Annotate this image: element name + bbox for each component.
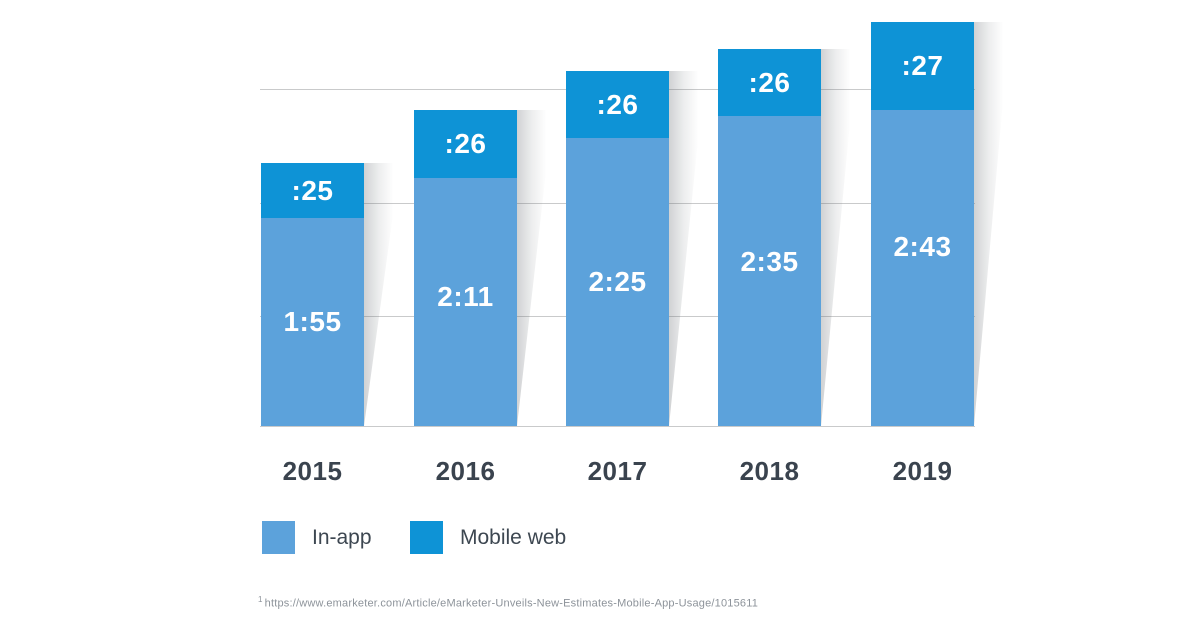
bar-drop-shadow (669, 71, 705, 426)
in-app-segment: 2:25 (566, 138, 669, 426)
bar-2016: :26 2:11 (414, 110, 553, 426)
mobile-web-value: :26 (444, 128, 487, 159)
in-app-segment: 2:11 (414, 178, 517, 426)
mobile-web-segment: :27 (871, 22, 974, 110)
in-app-segment: 2:35 (718, 116, 821, 426)
in-app-swatch (262, 521, 295, 554)
in-app-segment: 2:43 (871, 110, 974, 426)
bar-2019: :27 2:43 (871, 22, 1010, 426)
in-app-value: 2:11 (437, 281, 494, 312)
source-footnote: 1 https://www.emarketer.com/Article/eMark… (258, 595, 758, 610)
in-app-segment: 1:55 (261, 218, 364, 426)
legend-item-in-app: In-app (262, 521, 372, 554)
mobile-web-value: :26 (748, 66, 791, 98)
in-app-value: 2:43 (893, 231, 952, 262)
mobile-web-value: :27 (901, 50, 944, 81)
mobile-web-value: :25 (291, 174, 334, 206)
bar-drop-shadow (974, 22, 1010, 426)
x-axis-label-2015: 2015 (282, 456, 343, 486)
bar-drop-shadow (821, 49, 857, 426)
bar-2017: :26 2:25 (566, 71, 705, 426)
in-app-value: 2:25 (588, 266, 647, 297)
in-app-legend-label: In-app (312, 525, 372, 549)
in-app-value: 1:55 (283, 306, 342, 337)
x-axis-label-2016: 2016 (435, 456, 496, 486)
footnote-url: https://www.emarketer.com/Article/eMarke… (264, 597, 759, 610)
mobile-web-legend-label: Mobile web (460, 525, 567, 549)
gridline (260, 426, 975, 427)
x-axis-label-2018: 2018 (739, 456, 800, 486)
mobile-web-segment: :25 (261, 163, 364, 218)
mobile-web-value: :26 (596, 88, 639, 120)
footnote-marker: 1 (258, 595, 263, 604)
legend-item-mobile-web: Mobile web (410, 521, 566, 554)
bar-2018: :26 2:35 (718, 49, 857, 426)
mobile-web-segment: :26 (718, 49, 821, 116)
bar-drop-shadow (517, 110, 553, 426)
mobile-web-segment: :26 (414, 110, 517, 178)
mobile-web-swatch (410, 521, 443, 554)
bar-2015: :25 1:55 (261, 163, 400, 426)
x-axis-label-2017: 2017 (587, 456, 648, 486)
in-app-value: 2:35 (740, 246, 799, 277)
x-axis-label-2019: 2019 (892, 456, 953, 486)
mobile-web-segment: :26 (566, 71, 669, 138)
